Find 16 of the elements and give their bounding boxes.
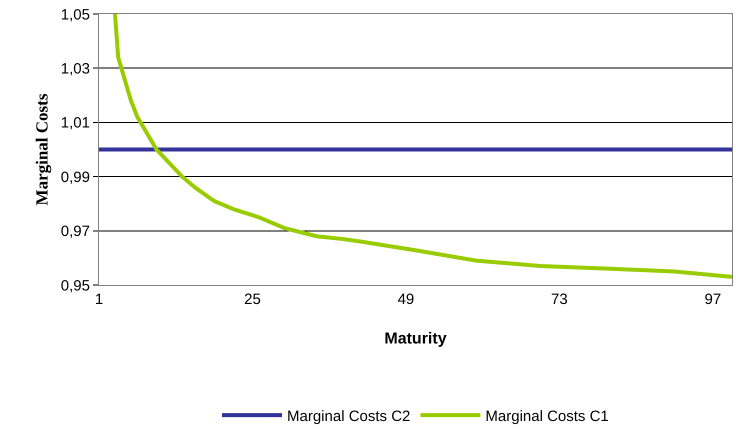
line-series xyxy=(112,14,732,279)
y-tick-label: 0,97 xyxy=(60,223,90,240)
y-tick-label: 1,03 xyxy=(60,60,90,78)
x-tick-label: 97 xyxy=(704,291,722,308)
x-tick-label: 73 xyxy=(551,291,568,308)
x-tick-label: 1 xyxy=(94,291,104,308)
y-tick-label: 1,05 xyxy=(60,6,90,24)
y-axis-title: Marginal Costs xyxy=(32,93,52,206)
legend-label: Marginal Costs C2 xyxy=(287,408,410,425)
y-tick-label: 0,95 xyxy=(60,277,90,294)
x-axis-title: Maturity xyxy=(384,330,447,348)
y-tick-label: 0,99 xyxy=(60,168,90,186)
x-tick-label: 25 xyxy=(244,291,261,308)
x-tick-label: 49 xyxy=(398,291,414,308)
legend-label: Marginal Costs C1 xyxy=(485,408,609,425)
y-tick-label: 1,01 xyxy=(60,114,90,132)
